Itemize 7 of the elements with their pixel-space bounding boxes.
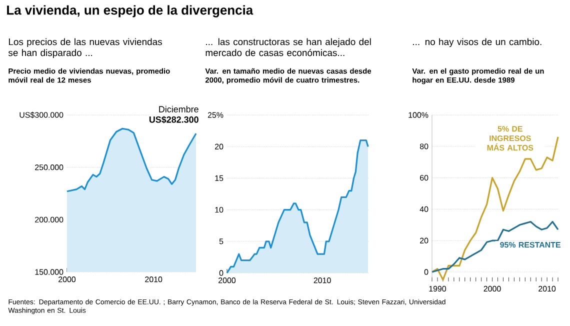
chart-title: ... las constructoras se han alejado del mercado de casas económicas...	[206, 38, 371, 56]
line-series	[431, 220, 559, 273]
data-label: US$282.300	[149, 116, 198, 124]
text: La vivienda, un espejo de la divergencia	[7, 5, 254, 18]
chart-title: ... no hay visos de un cambio.	[413, 38, 542, 48]
chart-title: Los precios de las nuevas viviendas se han disparado ...	[8, 38, 162, 58]
annotation: Diciembre	[159, 106, 198, 112]
